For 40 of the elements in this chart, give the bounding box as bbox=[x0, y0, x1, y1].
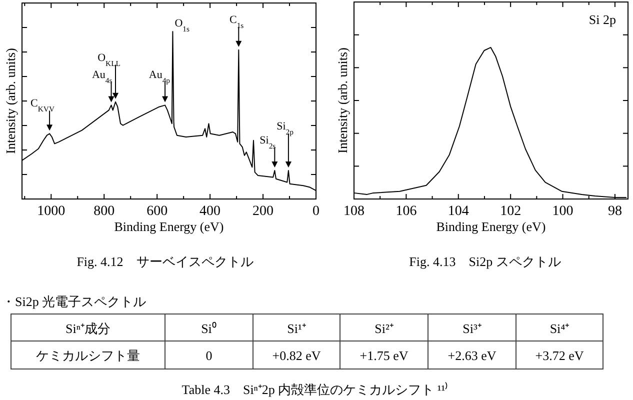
annotation: O$_{KLL}$ bbox=[98, 52, 121, 68]
x-tick-label: 104 bbox=[448, 204, 469, 219]
x-tick-label: 1000 bbox=[37, 204, 66, 219]
text: +1.75 eV bbox=[360, 348, 408, 363]
annotation: O$_{1s}$ bbox=[174, 17, 190, 33]
text: +2.63 eV bbox=[448, 348, 496, 363]
text: +0.82 eV bbox=[272, 348, 321, 363]
x-tick-label: 0 bbox=[312, 204, 320, 219]
caption: Table 4.3 Siⁿ⁺2p 内殻準位のケミカルシフト ¹¹⁾ bbox=[182, 382, 448, 397]
x-tick-label: 600 bbox=[146, 204, 168, 219]
category-label: Si⁰ bbox=[201, 321, 217, 336]
text: Fig. 4.12 サーベイスペクトル bbox=[76, 254, 254, 269]
category-label: Siⁿ⁺成分 bbox=[66, 321, 110, 336]
x-tick-label: 108 bbox=[344, 204, 364, 219]
x-tick-label: 106 bbox=[396, 204, 417, 219]
x-axis-title: Binding Energy (eV) bbox=[436, 219, 546, 234]
category-label: Si³⁺ bbox=[462, 321, 482, 336]
y-axis-title: Intensity (arb. units) bbox=[335, 48, 350, 154]
annotation: Si$_{2p}$ bbox=[276, 120, 294, 136]
text: Fig. 4.13 Si2p スペクトル bbox=[409, 254, 561, 269]
x-axis-title: Binding Energy (eV) bbox=[114, 219, 224, 234]
text: ・Si2p 光電子スペクトル bbox=[2, 294, 146, 309]
annotation: Si$_{2s}$ bbox=[260, 134, 276, 150]
category-label: Si²⁺ bbox=[374, 321, 394, 336]
text: 0 bbox=[206, 348, 212, 363]
x-tick-label: 100 bbox=[552, 204, 574, 219]
annotation: Au$_{4p}$ bbox=[148, 69, 170, 85]
x-tick-label: 102 bbox=[500, 204, 522, 219]
annotation: C$_{KVV}$ bbox=[30, 98, 55, 114]
text: Si 2p bbox=[588, 12, 616, 27]
x-tick-label: 200 bbox=[252, 204, 274, 219]
text: ケミカルシフト量 bbox=[36, 348, 140, 363]
text: +3.72 eV bbox=[535, 348, 584, 363]
y-axis-title: Intensity (arb. units) bbox=[3, 48, 18, 154]
annotation: Au$_{4s}$ bbox=[92, 69, 112, 85]
x-tick-label: 800 bbox=[94, 204, 115, 219]
category-label: Si¹⁺ bbox=[287, 321, 306, 336]
x-tick-label: 98 bbox=[608, 204, 622, 219]
x-tick-label: 400 bbox=[200, 204, 221, 219]
category-label: Si⁴⁺ bbox=[550, 321, 570, 336]
